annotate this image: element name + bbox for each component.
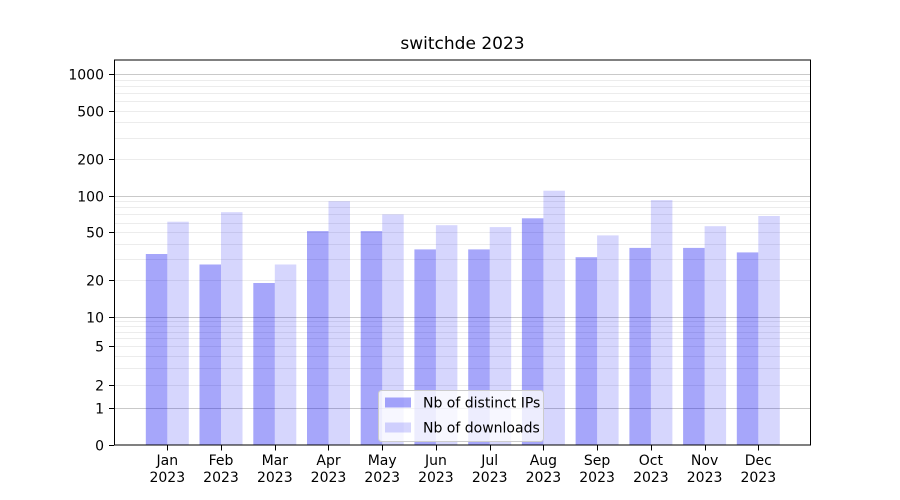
bar-downloads <box>758 216 780 445</box>
bar-downloads <box>597 235 619 445</box>
bar-distinct-ips <box>575 257 598 445</box>
y-tick-label: 100 <box>77 190 104 206</box>
y-tick-label: 50 <box>86 226 104 242</box>
bar-distinct-ips <box>521 218 544 445</box>
plot-border <box>114 59 811 446</box>
bar-downloads <box>650 200 673 445</box>
bar-distinct-ips <box>253 283 275 445</box>
legend-box <box>378 390 544 442</box>
y-tick-label: 20 <box>86 274 104 290</box>
bar-distinct-ips <box>360 231 383 445</box>
y-tick-label: 5 <box>95 340 104 356</box>
x-axis: Jan 2023 Feb 2023 Mar 2023 Apr 2023 May 2023 Jun 20… <box>149 445 776 486</box>
x-tick-label: Jul 2023 <box>472 453 508 486</box>
bar-downloads <box>274 264 297 445</box>
y-axis: 0 1 2 5 10 20 50 100 200 500 1000 <box>68 68 114 455</box>
bar-distinct-ips <box>145 254 168 445</box>
x-tick-label: Jan 2023 <box>149 453 185 486</box>
bar-distinct-ips <box>736 252 759 445</box>
y-tick-label: 1000 <box>68 68 104 84</box>
chart-title: switchde 2023 <box>400 34 525 54</box>
legend-label: Nb of distinct IPs <box>423 396 540 412</box>
bar-distinct-ips <box>629 247 651 445</box>
bar-downloads <box>328 201 350 445</box>
y-tick-label: 200 <box>77 153 104 169</box>
x-tick-label: Jun 2023 <box>418 453 454 486</box>
x-tick-label: Dec 2023 <box>740 453 776 486</box>
bar-distinct-ips <box>307 231 329 445</box>
x-tick-label: Nov 2023 <box>687 453 723 486</box>
x-tick-label: Oct 2023 <box>633 453 669 486</box>
x-tick-label: Feb 2023 <box>203 453 239 486</box>
legend: Nb of distinct IPs Nb of downloads <box>378 390 544 442</box>
x-tick-label: Sep 2023 <box>579 453 615 486</box>
x-tick-label: May 2023 <box>364 453 400 486</box>
y-tick-label: 10 <box>86 311 104 327</box>
y-tick-label: 500 <box>77 105 104 121</box>
x-tick-label: Mar 2023 <box>257 453 293 486</box>
y-tick-label: 1 <box>95 402 104 418</box>
x-tick-label: Aug 2023 <box>526 453 562 486</box>
bar-downloads <box>382 214 404 445</box>
bar-distinct-ips <box>199 264 221 445</box>
minor-gridlines <box>115 80 810 386</box>
y-tick-label: 0 <box>95 439 104 455</box>
bar-distinct-ips <box>683 247 705 445</box>
bar-downloads <box>543 190 565 445</box>
legend-label: Nb of downloads <box>423 421 540 437</box>
bar-downloads <box>704 226 727 445</box>
bar-downloads <box>167 221 189 445</box>
x-tick-label: Apr 2023 <box>311 453 347 486</box>
y-tick-label: 2 <box>95 379 104 395</box>
bar-downloads <box>221 212 243 445</box>
legend-swatch <box>385 422 411 433</box>
legend-swatch <box>385 397 411 408</box>
